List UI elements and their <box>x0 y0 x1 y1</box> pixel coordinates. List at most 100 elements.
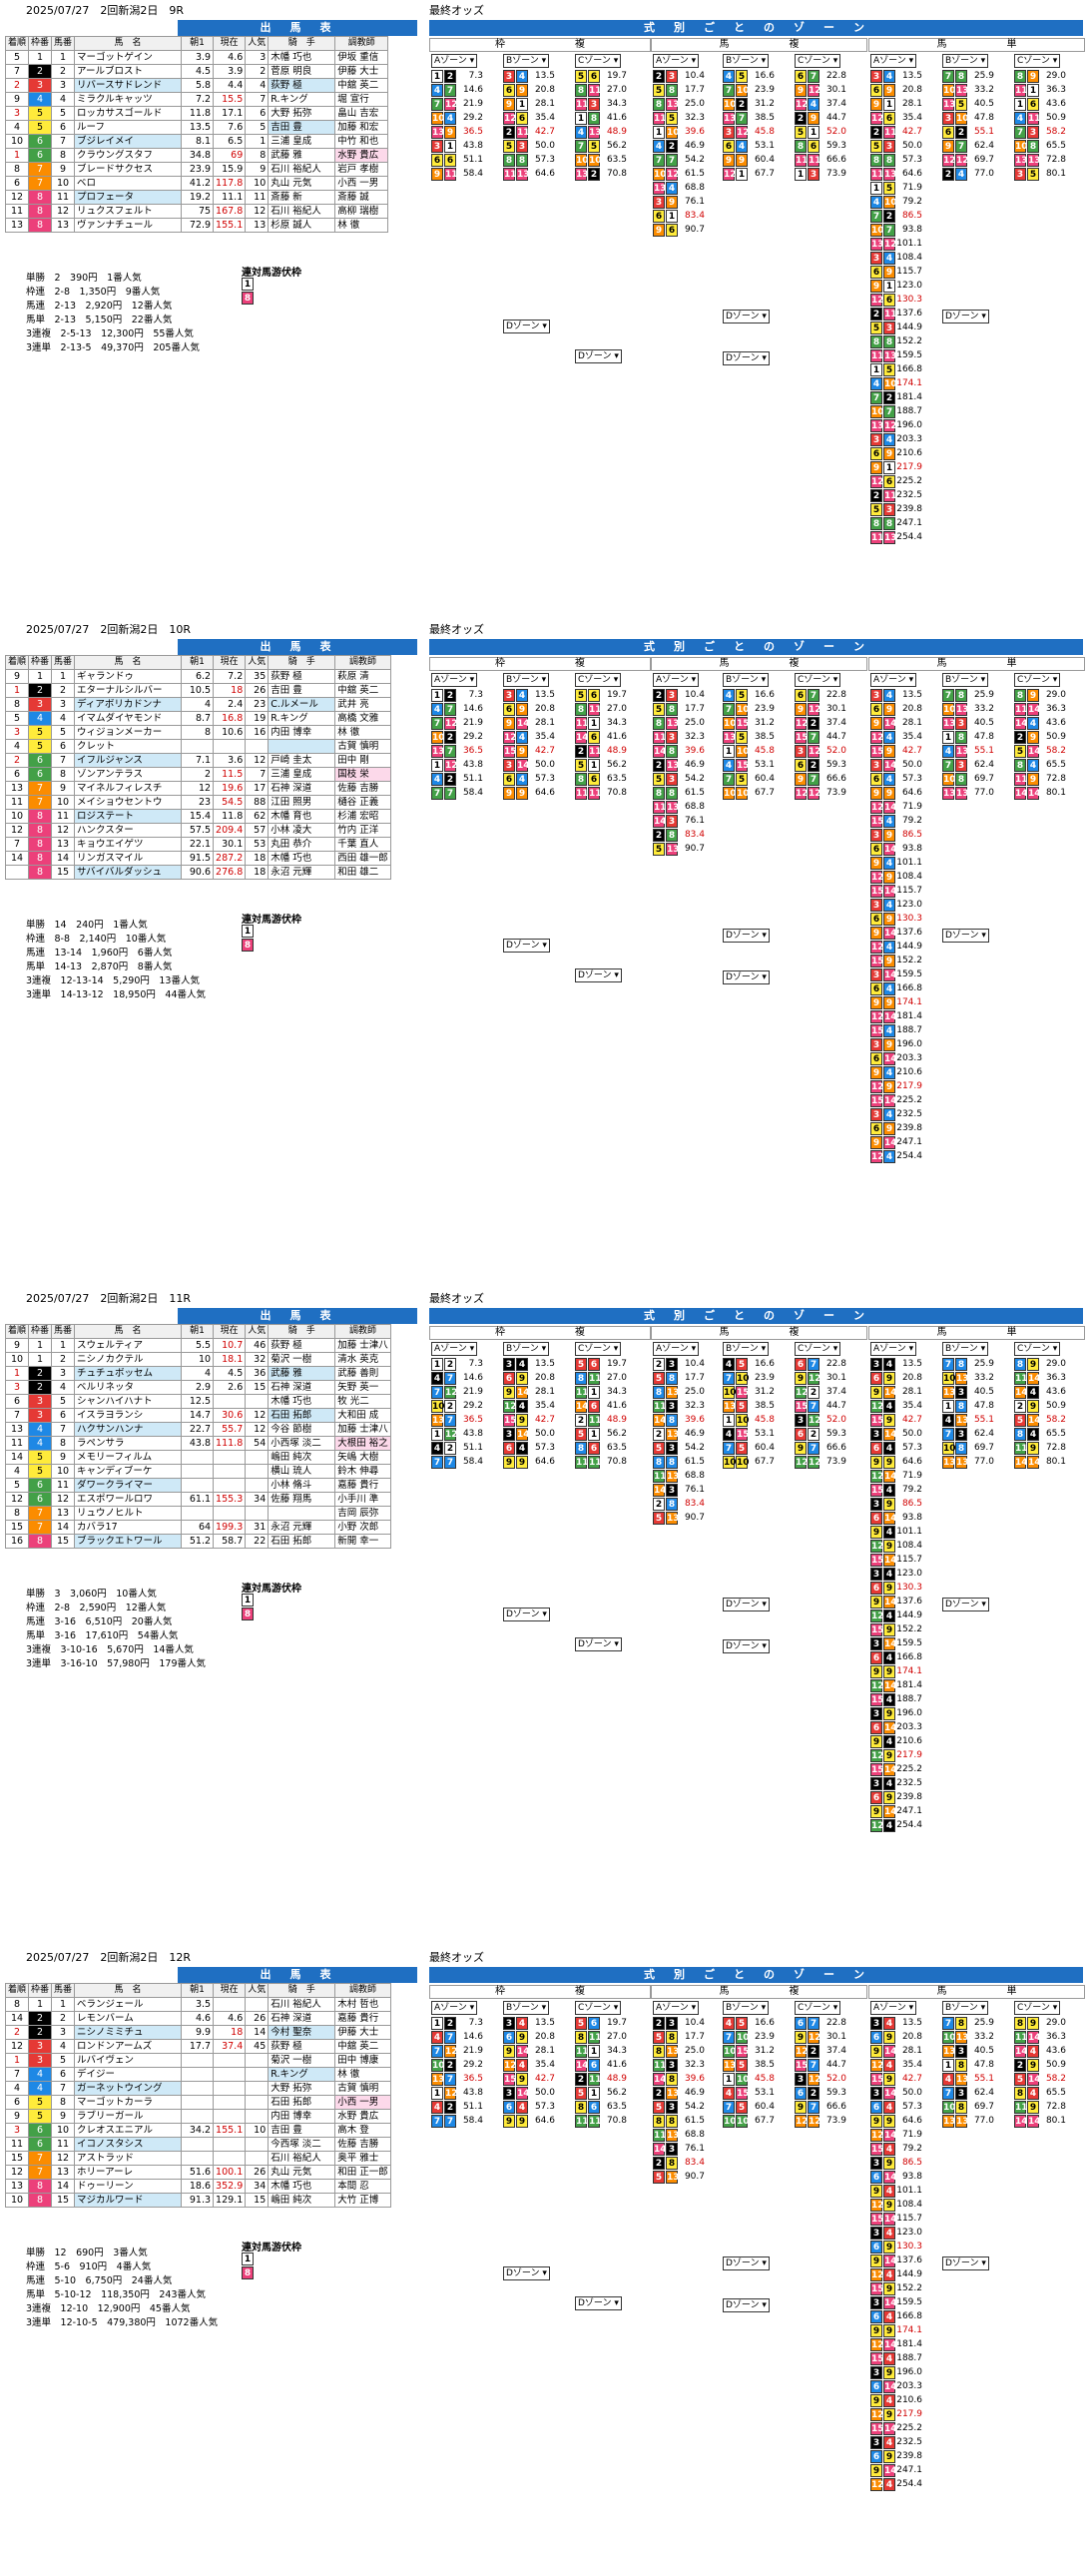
horse-name-cell[interactable]: マイネルフィレスチ <box>74 781 183 796</box>
horse-name-cell[interactable]: サバイバルダッシュ <box>74 865 183 880</box>
horse-name-cell[interactable]: クレット <box>74 739 183 754</box>
horse-name-cell[interactable]: ブジレイメイ <box>74 134 183 149</box>
d-zone-label[interactable]: Dゾーン ▾ <box>575 2296 622 2310</box>
horse-name-cell[interactable]: ハンクスター <box>74 823 183 838</box>
entry-row[interactable]: 15 7 14 カバラ17 64 199.3 31 永沼 元輝 小野 次郎 <box>4 1520 391 1535</box>
zone-label[interactable]: Aゾーン ▾ <box>870 1342 917 1356</box>
d-zone-label[interactable]: Dゾーン ▾ <box>942 310 989 323</box>
entry-row[interactable]: 7 3 6 イスラヨランシ 14.7 30.6 12 石田 拓郎 大和田 成 <box>4 1408 391 1423</box>
d-zone-label[interactable]: Dゾーン ▾ <box>723 970 770 984</box>
horse-name-cell[interactable]: ブレードサクセス <box>74 162 183 177</box>
entry-row[interactable]: 2 3 3 リバースサドレンド 5.8 4.4 4 荻野 極中舘 英二 <box>4 78 389 93</box>
zone-label[interactable]: Aゾーン ▾ <box>431 54 478 68</box>
entry-row[interactable]: 8 15 サバイバルダッシュ 90.6 276.8 18 永沼 元輝 和田 雄二 <box>4 865 391 880</box>
entry-row[interactable]: 13 8 13 ヴァンナチュール 72.9 155.1 13 杉原 誠人林 徹 <box>4 218 389 233</box>
entry-row[interactable]: 12 8 11 プロフェータ 19.2 11.1 11 斎藤 新斎藤 誠 <box>4 190 389 205</box>
entry-row[interactable]: 4 5 6 クレット 古賀 慎明 <box>4 739 391 754</box>
horse-name-cell[interactable]: マジカルワード <box>74 2193 183 2208</box>
d-zone-label[interactable]: Dゾーン ▾ <box>723 351 770 365</box>
horse-name-cell[interactable]: イコノスタシス <box>74 2137 183 2152</box>
zone-label[interactable]: Aゾーン ▾ <box>870 2001 917 2015</box>
horse-name-cell[interactable]: ロッカサスゴールド <box>74 106 183 121</box>
horse-name-cell[interactable]: ヴァンナチュール <box>74 218 183 233</box>
entry-row[interactable]: 5 6 11 ダワークライマー 小林 脩斗 嘉藤 貴行 <box>4 1478 391 1493</box>
entry-row[interactable]: 12 8 12 ハンクスター 57.5 209.4 57 小林 凌大 竹内 正洋 <box>4 823 391 838</box>
entry-row[interactable]: 7 8 13 キョウエイゲツ 22.1 30.1 53 丸田 恭介 千葉 直人 <box>4 837 391 852</box>
entry-row[interactable]: 14 5 9 メモリーフィルム 嶋田 純次 矢嶋 大樹 <box>4 1450 391 1465</box>
entry-row[interactable]: 10 8 15 マジカルワード 91.3 129.1 15 嶋田 純次 大竹 正博 <box>4 2193 391 2208</box>
entry-row[interactable]: 11 8 12 リュクスフェルト 75 167.8 12 石川 裕紀人 高柳 瑞樹 <box>4 204 389 219</box>
horse-name-cell[interactable]: スウェルティア <box>74 1338 183 1353</box>
entry-row[interactable]: 11 4 8 ラペンサラ 43.8 111.8 54 小西塚 淡二 大根田 裕之 <box>4 1436 391 1451</box>
zone-label[interactable]: Bゾーン ▾ <box>942 1342 989 1356</box>
horse-name-cell[interactable]: ベルリネッタ <box>74 1380 183 1395</box>
zone-label[interactable]: Cゾーン ▾ <box>1014 54 1061 68</box>
entry-row[interactable]: 6 3 5 シャンハイハナト 12.5 木幡 巧也牧 光二 <box>4 1394 391 1409</box>
entry-row[interactable]: 9 4 4 ミラクルキャッツ 7.2 15.5 7 R.キング堀 宣行 <box>4 92 389 107</box>
zone-label[interactable]: Aゾーン ▾ <box>653 54 700 68</box>
zone-label[interactable]: Cゾーン ▾ <box>575 54 622 68</box>
d-zone-label[interactable]: Dゾーン ▾ <box>942 929 989 943</box>
d-zone-label[interactable]: Dゾーン ▾ <box>723 1598 770 1611</box>
entry-row[interactable]: 7 2 2 アールブロスト 4.5 3.9 2 菅原 明良 伊藤 大士 <box>4 64 389 79</box>
d-zone-label[interactable]: Dゾーン ▾ <box>723 1639 770 1653</box>
zone-label[interactable]: Cゾーン ▾ <box>795 1342 841 1356</box>
d-zone-label[interactable]: Dゾーン ▾ <box>723 310 770 323</box>
zone-label[interactable]: Aゾーン ▾ <box>870 54 917 68</box>
horse-name-cell[interactable]: ラブリーガール <box>74 2109 183 2124</box>
horse-name-cell[interactable]: ロジステート <box>74 809 183 824</box>
zone-label[interactable]: Aゾーン ▾ <box>653 673 700 687</box>
horse-name-cell[interactable]: レモンバーム <box>74 2011 183 2026</box>
zone-label[interactable]: Cゾーン ▾ <box>1014 1342 1061 1356</box>
horse-name-cell[interactable]: ウィジョンメーカー <box>74 725 183 740</box>
horse-name-cell[interactable]: リンガスマイル <box>74 851 183 866</box>
entry-row[interactable]: 4 4 7 ガーネットウイング 大野 拓弥 古賀 慎明 <box>4 2081 391 2096</box>
d-zone-label[interactable]: Dゾーン ▾ <box>503 939 550 953</box>
entry-row[interactable]: 10 1 2 ニシノカクテル 10 18.1 32 菊沢 一樹 清水 英克 <box>4 1352 391 1367</box>
entry-row[interactable]: 1 2 3 チュチュボッセム 4 4.5 36 武藤 雅武藤 善則 <box>4 1366 391 1381</box>
zone-label[interactable]: Cゾーン ▾ <box>575 1342 622 1356</box>
entry-row[interactable]: 15 7 12 アストラッド 石川 裕紀人 奥平 雅士 <box>4 2151 391 2166</box>
entry-row[interactable]: 3 6 10 クレオスエニアル 34.2 155.1 10 吉田 豊高木 登 <box>4 2123 391 2138</box>
entry-row[interactable]: 8 7 13 リュウノヒルト 吉岡 辰弥 <box>4 1506 391 1521</box>
d-zone-label[interactable]: Dゾーン ▾ <box>942 1598 989 1611</box>
horse-name-cell[interactable]: マーゴットカーラ <box>74 2095 183 2110</box>
entry-row[interactable]: 1 2 2 エターナルシルバー 10.5 18 26 吉田 豊中舘 英二 <box>4 683 391 698</box>
d-zone-label[interactable]: Dゾーン ▾ <box>575 1637 622 1651</box>
d-zone-label[interactable]: Dゾーン ▾ <box>575 349 622 363</box>
entry-row[interactable]: 11 7 10 メイショウセントウ 23 54.5 88 江田 照男 樋谷 正義 <box>4 795 391 810</box>
zone-label[interactable]: Cゾーン ▾ <box>575 673 622 687</box>
entry-row[interactable]: 7 4 6 デイジー R.キング林 徹 <box>4 2067 391 2082</box>
horse-name-cell[interactable]: ゾンアンテラス <box>74 767 183 782</box>
horse-name-cell[interactable]: リュウノヒルト <box>74 1506 183 1521</box>
zone-label[interactable]: Bゾーン ▾ <box>942 2001 989 2015</box>
zone-label[interactable]: Bゾーン ▾ <box>723 54 770 68</box>
zone-label[interactable]: Aゾーン ▾ <box>870 673 917 687</box>
horse-name-cell[interactable]: マーゴットゲイン <box>74 50 183 65</box>
zone-label[interactable]: Bゾーン ▾ <box>942 54 989 68</box>
entry-row[interactable]: 4 5 6 ルーフ 13.5 7.6 5 吉田 豊加藤 和宏 <box>4 120 389 135</box>
zone-label[interactable]: Cゾーン ▾ <box>1014 2001 1061 2015</box>
horse-name-cell[interactable]: ギャランドゥ <box>74 669 183 684</box>
entry-row[interactable]: 5 1 1 マーゴットゲイン 3.9 4.6 3 木幡 巧也 伊坂 重信 <box>4 50 389 65</box>
horse-name-cell[interactable]: ダワークライマー <box>74 1478 183 1493</box>
horse-name-cell[interactable]: エターナルシルバー <box>74 683 183 698</box>
zone-label[interactable]: Aゾーン ▾ <box>431 2001 478 2015</box>
zone-label[interactable]: Cゾーン ▾ <box>575 2001 622 2015</box>
horse-name-cell[interactable]: イスラヨランシ <box>74 1408 183 1423</box>
entry-row[interactable]: 6 6 8 ゾンアンテラス 2 11.5 7 三浦 皇成 国枝 栄 <box>4 767 391 782</box>
horse-name-cell[interactable]: イフルジャンス <box>74 753 183 768</box>
horse-name-cell[interactable]: メモリーフィルム <box>74 1450 183 1465</box>
horse-name-cell[interactable]: ベランジェール <box>74 1997 183 2012</box>
horse-name-cell[interactable]: アールブロスト <box>74 64 183 79</box>
d-zone-label[interactable]: Dゾーン ▾ <box>503 320 550 333</box>
horse-name-cell[interactable]: ハクサンハンナ <box>74 1422 183 1437</box>
horse-name-cell[interactable]: エスポワールロワ <box>74 1492 183 1507</box>
entry-row[interactable]: 13 8 14 ドゥーリーン 18.6 352.9 34 木幡 巧也 本間 忍 <box>4 2179 391 2194</box>
d-zone-label[interactable]: Dゾーン ▾ <box>942 2256 989 2270</box>
horse-name-cell[interactable]: イマムダイヤモンド <box>74 711 183 726</box>
zone-label[interactable]: Aゾーン ▾ <box>431 1342 478 1356</box>
horse-name-cell[interactable]: リュクスフェルト <box>74 204 183 219</box>
entry-row[interactable]: 9 5 9 ラブリーガール 内田 博幸 水野 貴広 <box>4 2109 391 2124</box>
d-zone-label[interactable]: Dゾーン ▾ <box>723 929 770 943</box>
